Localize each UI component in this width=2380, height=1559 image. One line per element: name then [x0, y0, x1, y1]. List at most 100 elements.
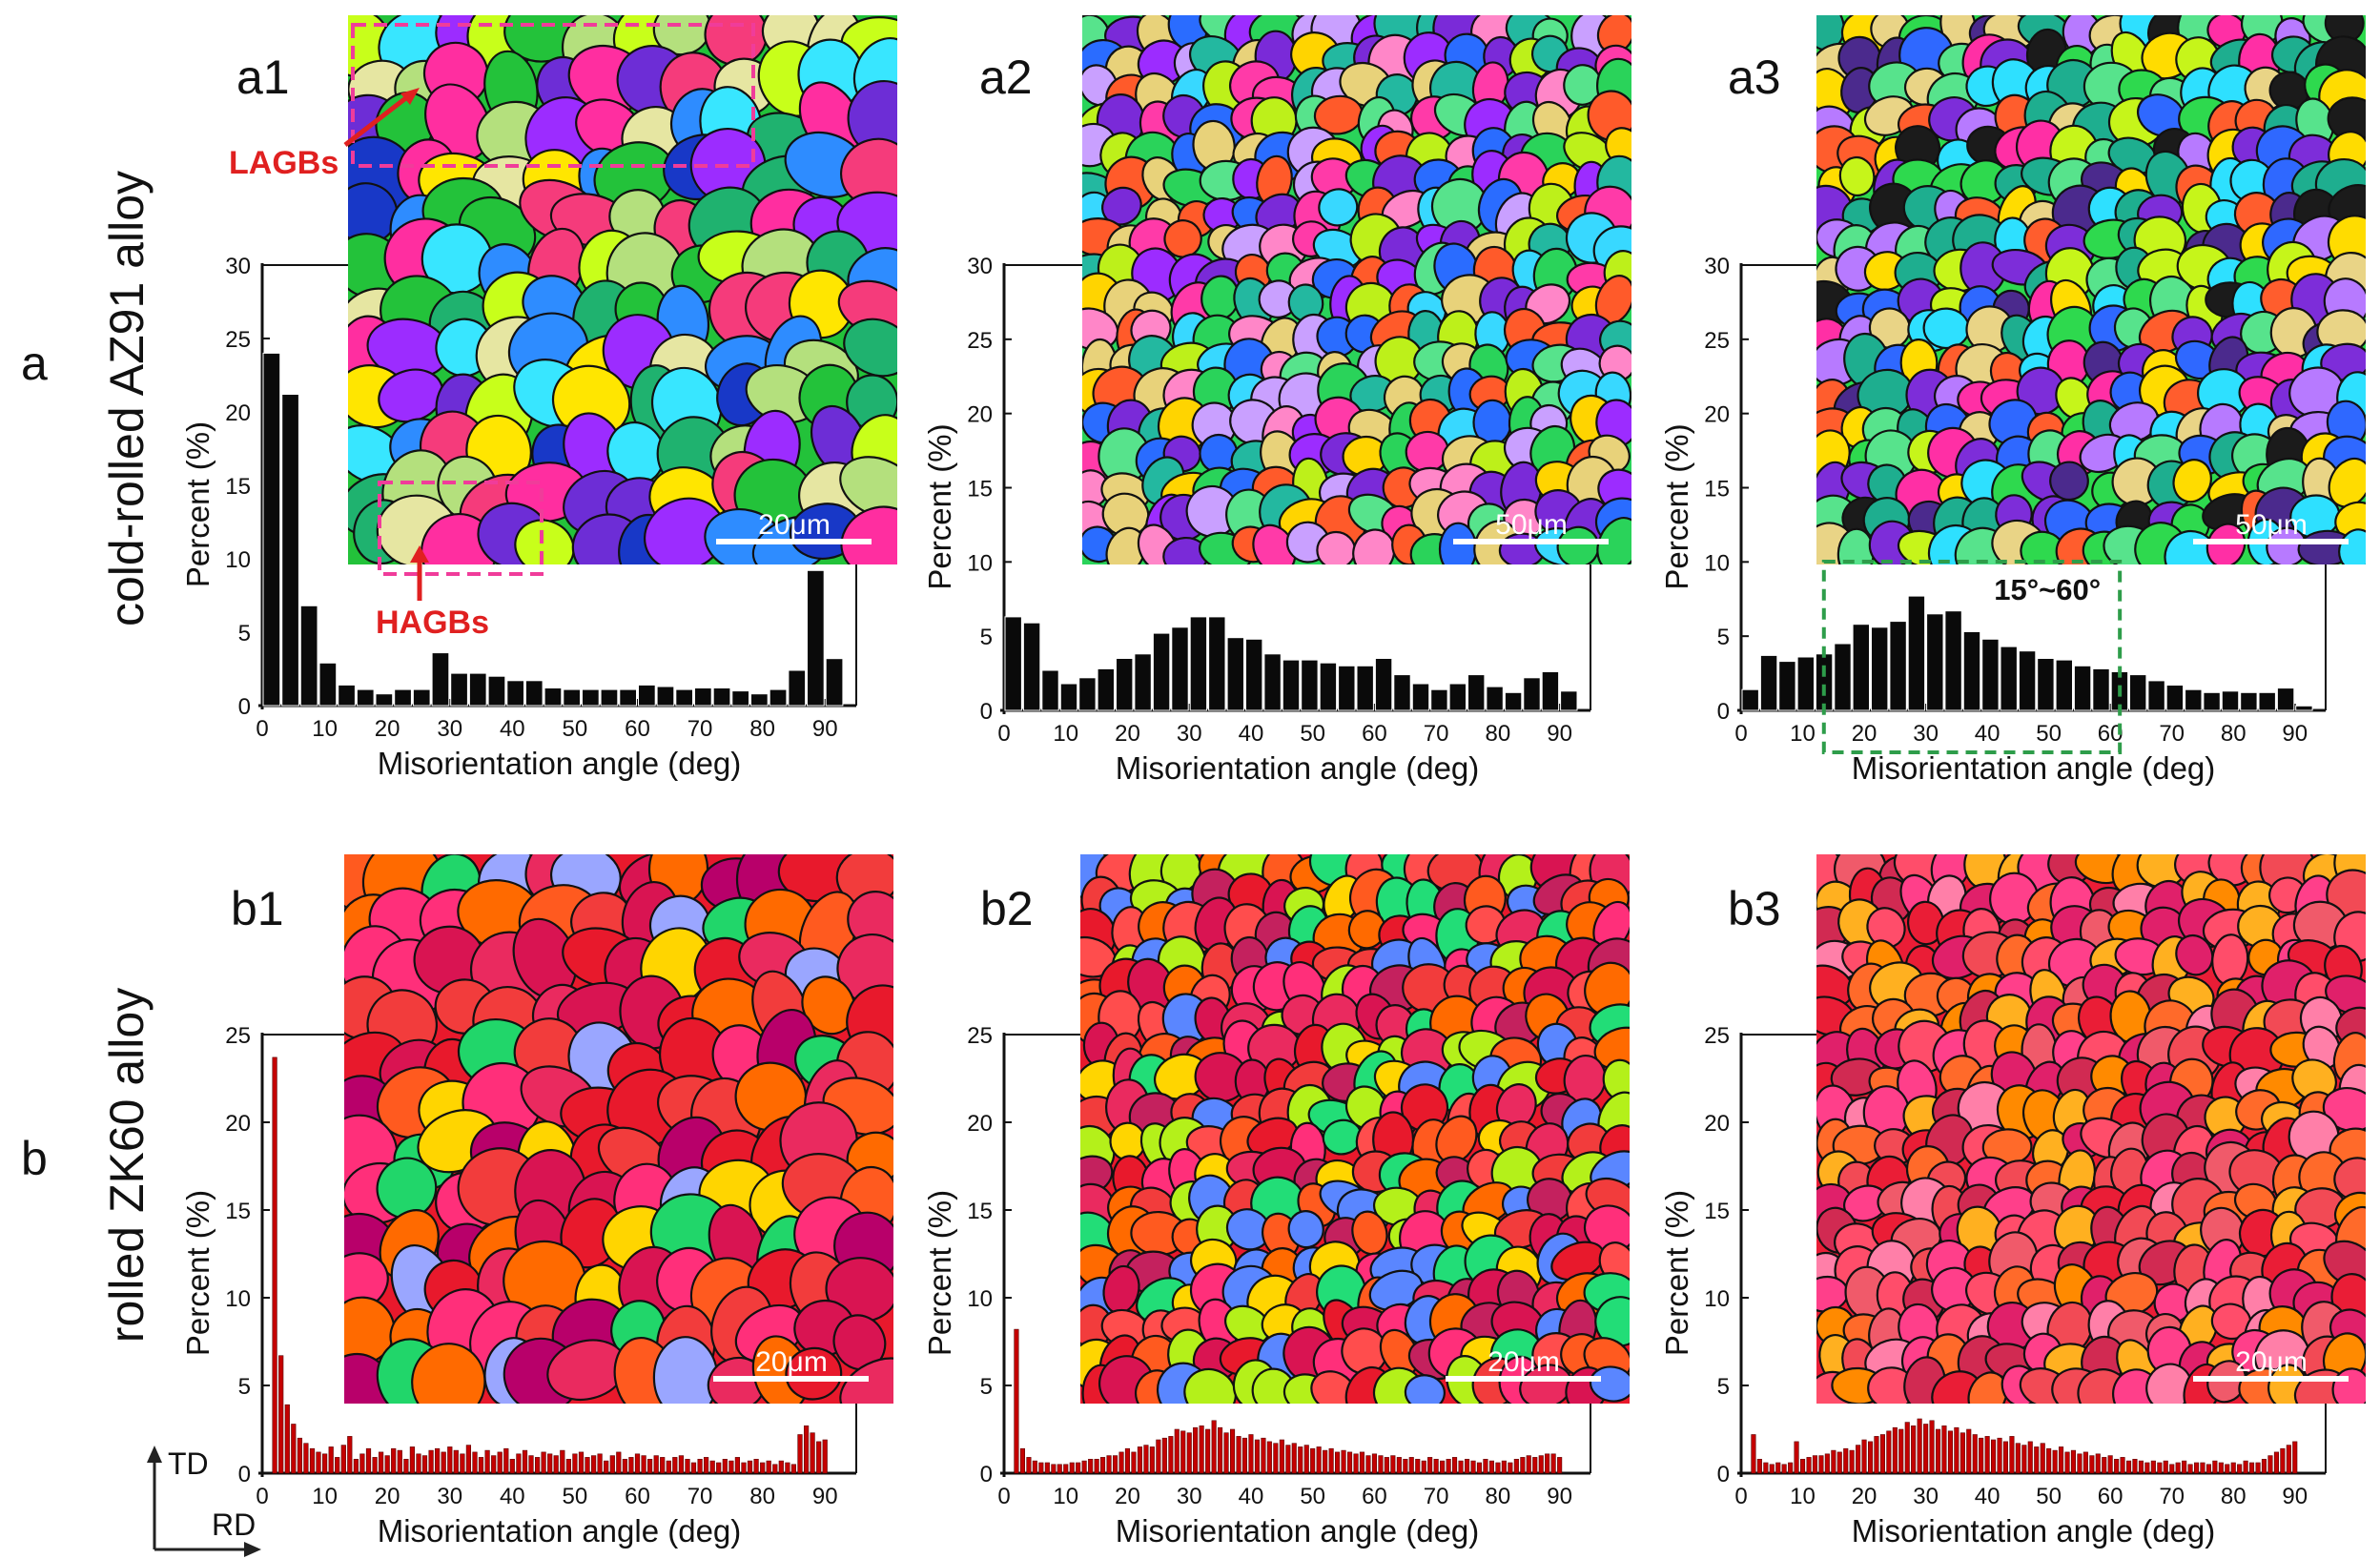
bar — [622, 1459, 627, 1474]
bar — [1347, 1451, 1353, 1474]
bar — [1273, 1443, 1279, 1474]
panel-b1: 0 5 10 15 20 25 0 10 20 30 40 50 60 70 80 90 Misorientat… — [180, 854, 893, 1549]
grain — [1163, 219, 1202, 258]
bar — [2286, 1445, 2291, 1474]
bar — [2157, 1462, 2163, 1474]
bar — [2249, 1462, 2255, 1474]
bar — [1266, 1441, 1272, 1474]
bar — [609, 1455, 615, 1474]
panel-id-b2: b2 — [980, 882, 1034, 935]
x-tick-label: 70 — [1424, 1484, 1449, 1509]
ebsd-map-b3 — [1816, 854, 2366, 1404]
bar — [356, 688, 375, 707]
bar — [1545, 1453, 1550, 1474]
grain — [376, 1157, 438, 1220]
grain — [1596, 517, 1631, 564]
range-label: 15°~60° — [1994, 573, 2101, 606]
bar — [1168, 1436, 1174, 1474]
bar — [2187, 1464, 2193, 1474]
panel-id-a3: a3 — [1728, 51, 1781, 104]
y-tick-label: 20 — [225, 1111, 251, 1137]
bar — [281, 394, 299, 707]
bar — [1261, 1437, 1266, 1474]
y-tick-label: 0 — [238, 694, 251, 720]
bar — [1291, 1443, 1297, 1474]
lagbs-arrow — [343, 92, 414, 147]
y-tick-label: 10 — [1704, 1286, 1730, 1312]
bar — [2089, 1455, 2095, 1474]
bar — [722, 1459, 728, 1474]
bar — [1538, 1455, 1544, 1474]
bar — [1116, 658, 1134, 711]
x-tick-label: 50 — [563, 716, 588, 742]
x-tick-label: 70 — [1424, 721, 1449, 747]
bar — [1526, 1455, 1531, 1474]
bar — [1889, 621, 1907, 711]
rd-arrowhead — [244, 1542, 261, 1557]
bar — [1991, 1439, 1997, 1474]
bar — [1448, 683, 1467, 711]
bar — [1763, 1462, 1769, 1474]
bar — [1812, 1455, 1817, 1474]
bar — [2037, 658, 2055, 711]
y-tick-label: 5 — [980, 1374, 993, 1400]
bar — [1328, 1447, 1334, 1474]
x-tick-label: 40 — [1239, 1484, 1264, 1509]
bar — [2230, 1462, 2236, 1474]
bar — [1852, 624, 1870, 711]
bar — [1223, 1432, 1229, 1474]
bar — [2255, 1462, 2261, 1474]
y-axis-title: Percent (%) — [1659, 423, 1694, 589]
x-tick-label: 90 — [812, 716, 838, 742]
bar — [460, 1453, 465, 1474]
bar — [1815, 653, 1834, 711]
bar — [1981, 638, 2000, 711]
bar — [1532, 1457, 1538, 1474]
bar — [509, 1459, 515, 1474]
bar — [1806, 1457, 1812, 1474]
bar — [328, 1446, 334, 1474]
bar — [1026, 1457, 1032, 1474]
bar — [1926, 613, 1944, 711]
x-tick-label: 80 — [2221, 1484, 2247, 1509]
bar — [1156, 1439, 1161, 1474]
bar — [2169, 1464, 2175, 1474]
bar — [1769, 1464, 1775, 1474]
bar — [1044, 1462, 1050, 1474]
bar — [1923, 1424, 1929, 1474]
y-tick-label: 0 — [1717, 1462, 1730, 1487]
bar — [409, 1446, 416, 1474]
bar — [1180, 1430, 1186, 1474]
grain — [1438, 522, 1478, 564]
y-tick-label: 25 — [225, 327, 251, 353]
bar — [660, 1457, 666, 1474]
bar — [1078, 677, 1097, 711]
y-axis-title: Percent (%) — [180, 421, 215, 587]
bar — [1226, 637, 1244, 711]
bar — [2064, 1451, 2070, 1474]
bar — [2040, 1443, 2045, 1474]
x-tick-label: 60 — [625, 1484, 650, 1509]
bar — [375, 693, 394, 707]
bar — [506, 680, 524, 707]
bar — [2237, 1464, 2243, 1474]
bar — [1161, 1437, 1167, 1474]
bar — [628, 1457, 634, 1474]
x-tick-label: 20 — [375, 716, 400, 742]
bar — [656, 686, 675, 707]
bar — [1019, 1447, 1025, 1474]
grain — [1316, 530, 1357, 564]
grain — [1404, 1374, 1446, 1404]
ebsd-map-b2 — [1080, 854, 1630, 1404]
bar — [797, 1434, 803, 1474]
y-axis-title: Percent (%) — [1659, 1190, 1694, 1356]
bar — [1396, 1457, 1402, 1474]
bar — [2206, 1464, 2211, 1474]
bar — [1063, 1464, 1069, 1474]
bar — [1390, 1455, 1396, 1474]
bar — [309, 1447, 316, 1474]
bar — [491, 1455, 497, 1474]
bar — [347, 1436, 353, 1474]
bar — [2120, 1457, 2125, 1474]
y-tick-label: 20 — [1704, 402, 1730, 428]
